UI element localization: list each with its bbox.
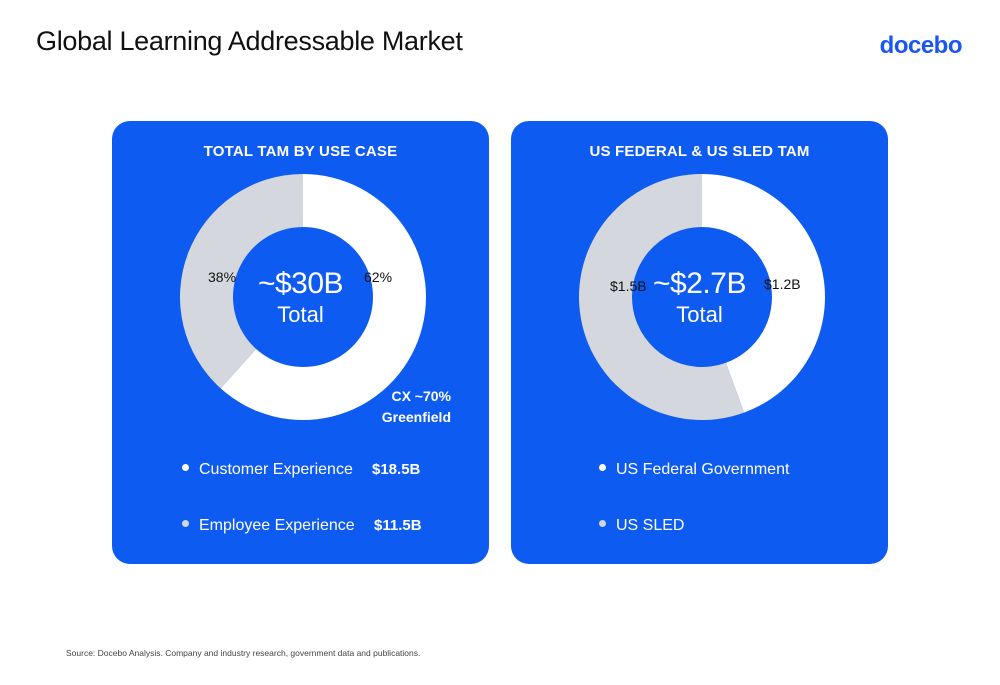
legend-dot-icon (182, 464, 189, 472)
slice-label-us-federal: $1.2B (764, 276, 801, 292)
annotation-line-2: Greenfield (381, 409, 451, 425)
legend-value: $18.5B (372, 461, 421, 478)
page-title: Global Learning Addressable Market (36, 26, 463, 56)
legend-item-employee-experience: Employee Experience $11.5B (182, 517, 422, 535)
legend-item-us-sled: US SLED (599, 517, 684, 535)
donut-slice-customer-experience (220, 174, 427, 420)
tam-by-use-case-card: TOTAL TAM BY USE CASE ~$30B Total 62% 38… (112, 121, 489, 564)
legend-dot-icon (599, 464, 606, 472)
legend-label: Customer Experience (199, 461, 353, 478)
cx-greenfield-annotation: CX ~70% Greenfield (382, 386, 451, 428)
center-value: ~$2.7B (653, 267, 746, 300)
legend-dot-icon (599, 520, 606, 528)
legend-item-customer-experience: Customer Experience $18.5B (182, 461, 420, 479)
tam-use-case-donut (180, 174, 427, 420)
legend-dot-icon (182, 520, 189, 528)
legend-label: US Federal Government (616, 461, 790, 478)
donut-slice-us-federal-government (702, 174, 825, 413)
donut-center: ~$2.7B Total (511, 267, 888, 329)
donut-slice-us-sled (579, 174, 745, 421)
center-label: Total (277, 302, 324, 327)
center-value: ~$30B (257, 267, 344, 300)
docebo-logo: docebo (879, 32, 963, 59)
source-note: Source: Docebo Analysis. Company and ind… (66, 648, 421, 658)
legend-label: Employee Experience (199, 517, 355, 534)
chart-title: US FEDERAL & US SLED TAM (589, 143, 810, 160)
legend-label: US SLED (616, 517, 685, 534)
legend-value: $11.5B (374, 517, 422, 534)
donut-center: ~$30B Total (112, 267, 489, 329)
us-federal-sled-tam-card: US FEDERAL & US SLED TAM ~$2.7B Total $1… (511, 121, 888, 564)
center-label: Total (676, 302, 723, 327)
donut-slice-employee-experience (180, 174, 303, 389)
legend-item-us-federal: US Federal Government (599, 461, 789, 479)
slice-label-customer-experience: 62% (364, 269, 393, 285)
chart-title: TOTAL TAM BY USE CASE (203, 143, 398, 160)
annotation-line-1: CX ~70% (391, 388, 451, 404)
slice-label-employee-experience: 38% (208, 269, 237, 285)
slice-label-us-sled: $1.5B (610, 278, 647, 294)
us-federal-sled-donut (579, 174, 825, 421)
